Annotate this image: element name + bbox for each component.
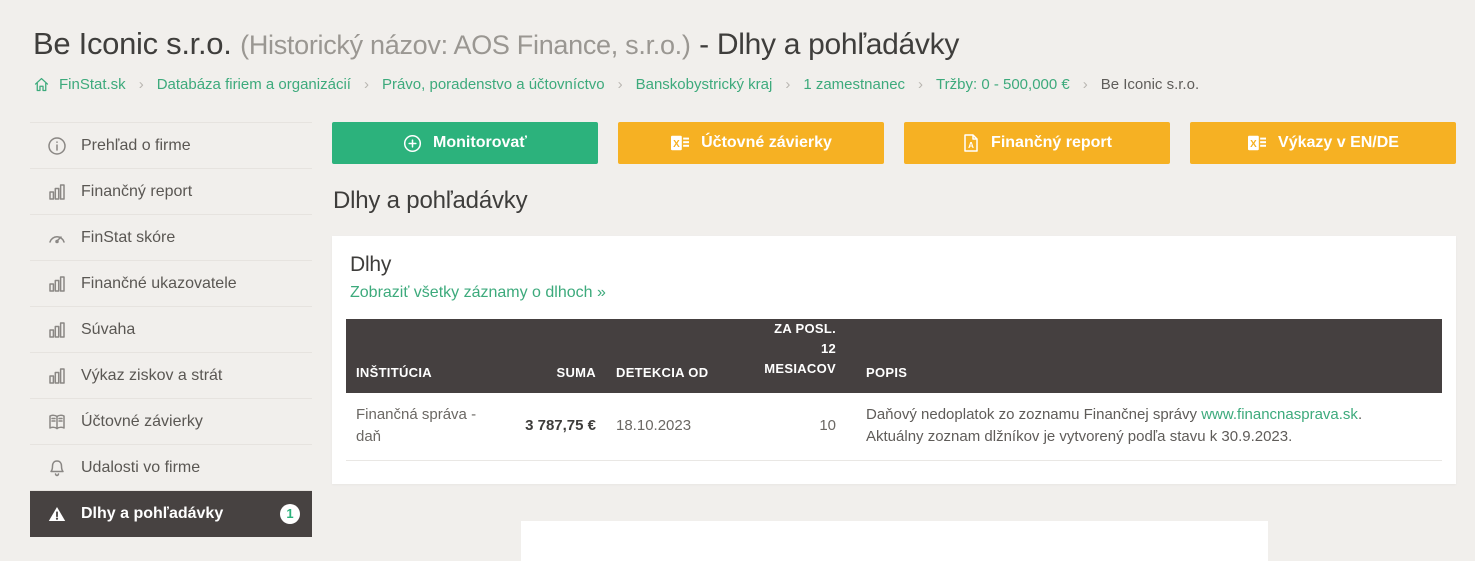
description-text: Daňový nedoplatok zo zoznamu Finančnej s… (866, 405, 1202, 423)
breadcrumb-link-region[interactable]: Banskobystrický kraj (635, 76, 773, 94)
show-all-debts-link[interactable]: Zobraziť všetky záznamy o dlhoch » (350, 284, 606, 302)
pdf-file-icon: A (962, 133, 980, 153)
monitor-button[interactable]: Monitorovať (332, 122, 598, 165)
plus-circle-icon (403, 134, 422, 153)
cell-description: Daňový nedoplatok zo zoznamu Finančnej s… (846, 392, 1442, 461)
financial-statements-button-label: Účtovné závierky (701, 134, 832, 152)
info-icon (45, 136, 69, 156)
sidebar-item-label: Výkaz ziskov a strát (81, 366, 223, 384)
sidebar-item-label: FinStat skóre (81, 228, 176, 246)
breadcrumb-separator: › (363, 76, 369, 94)
breadcrumb-separator: › (617, 76, 623, 94)
debt-count-badge: 1 (280, 503, 300, 524)
sidebar-item-financne-ukazovatele[interactable]: Finančné ukazovatele (30, 261, 312, 308)
col-header-detected-from: DETEKCIA OD (606, 319, 736, 393)
company-historical-name: (Historický názov: AOS Finance, s.r.o.) (240, 30, 691, 60)
breadcrumb-separator: › (918, 76, 924, 94)
breadcrumb-link-industry[interactable]: Právo, poradenstvo a účtovníctvo (381, 76, 605, 94)
sidebar: Prehľad o firme Finančný report FinStat … (30, 122, 312, 538)
sidebar-item-uctovne-zavierky[interactable]: Účtovné závierky (30, 399, 312, 446)
breadcrumb-separator: › (785, 76, 791, 94)
debts-table: INŠTITÚCIA SUMA DETEKCIA OD ZA POSL. 12 … (346, 319, 1442, 461)
page-title-suffix: - Dlhy a pohľadávky (699, 28, 960, 61)
excel-icon: X (670, 134, 690, 152)
col-header-institution: INŠTITÚCIA (346, 319, 496, 393)
breadcrumb: FinStat.sk › Databáza firiem a organizác… (33, 76, 1456, 93)
cell-last-12-months: 10 (736, 392, 846, 461)
breadcrumb-link-revenue[interactable]: Tržby: 0 - 500,000 € (936, 76, 1070, 94)
sidebar-item-label: Dlhy a pohľadávky (81, 504, 224, 522)
sidebar-item-vykaz-ziskov[interactable]: Výkaz ziskov a strát (30, 353, 312, 400)
financial-report-button-label: Finančný report (991, 134, 1112, 152)
bar-chart-icon (45, 366, 69, 386)
section-title: Dlhy a pohľadávky (333, 187, 528, 215)
description-period: . (1357, 405, 1363, 423)
svg-text:A: A (968, 141, 974, 150)
book-icon (45, 412, 69, 432)
financial-report-button[interactable]: A Finančný report (904, 122, 1170, 165)
reports-en-de-button-label: Výkazy v EN/DE (1278, 134, 1399, 152)
main-content: Monitorovať X Účtovné závierky A Finančn… (332, 122, 1456, 561)
home-icon (33, 76, 50, 93)
col-header-description: POPIS (846, 319, 1442, 393)
sidebar-item-financny-report[interactable]: Finančný report (30, 169, 312, 216)
breadcrumb-link-database[interactable]: Databáza firiem a organizácií (156, 76, 351, 94)
breadcrumb-current-company: Be Iconic s.r.o. (1100, 76, 1200, 94)
svg-text:X: X (673, 139, 680, 150)
sidebar-item-dlhy-a-pohladavky[interactable]: Dlhy a pohľadávky 1 (30, 491, 312, 538)
sidebar-item-label: Prehľad o firme (81, 136, 191, 154)
gauge-icon (45, 228, 69, 248)
bar-chart-icon (45, 182, 69, 202)
company-name: Be Iconic s.r.o. (33, 26, 232, 61)
cell-institution: Finančná správa - daň (346, 392, 496, 461)
reports-en-de-button[interactable]: X Výkazy v EN/DE (1190, 122, 1456, 165)
table-row: Finančná správa - daň 3 787,75 € 18.10.2… (346, 392, 1442, 461)
svg-text:X: X (1250, 139, 1257, 150)
col-header-last-12-months: ZA POSL. 12 MESIACOV (736, 319, 846, 393)
bell-icon (45, 458, 69, 478)
next-section-card-partial (520, 520, 1268, 561)
page-title: Be Iconic s.r.o. (Historický názov: AOS … (33, 26, 1456, 61)
sidebar-item-finstat-skore[interactable]: FinStat skóre (30, 215, 312, 262)
content-layout: Prehľad o firme Finančný report FinStat … (30, 122, 1456, 561)
breadcrumb-link-employees[interactable]: 1 zamestnanec (803, 76, 906, 94)
description-line2: Aktuálny zoznam dlžníkov je vytvorený po… (866, 428, 1293, 446)
sidebar-item-udalosti[interactable]: Udalosti vo firme (30, 445, 312, 492)
excel-icon: X (1247, 134, 1267, 152)
warning-icon (45, 504, 69, 524)
financna-sprava-link[interactable]: www.financnasprava.sk (1201, 405, 1358, 423)
sidebar-item-prehlad-o-firme[interactable]: Prehľad o firme (30, 123, 312, 170)
debts-table-header-row: INŠTITÚCIA SUMA DETEKCIA OD ZA POSL. 12 … (346, 319, 1442, 393)
breadcrumb-link-finstat[interactable]: FinStat.sk (59, 76, 126, 94)
sidebar-item-label: Finančný report (81, 182, 193, 200)
page-header: Be Iconic s.r.o. (Historický názov: AOS … (30, 0, 1456, 93)
bar-chart-icon (45, 320, 69, 340)
debts-card-title: Dlhy (350, 253, 392, 277)
sidebar-item-label: Účtovné závierky (81, 412, 203, 430)
sidebar-item-label: Súvaha (81, 320, 136, 338)
monitor-button-label: Monitorovať (433, 134, 527, 152)
breadcrumb-separator: › (1082, 76, 1088, 94)
breadcrumb-separator: › (138, 76, 144, 94)
sidebar-item-suvaha[interactable]: Súvaha (30, 307, 312, 354)
debts-card: Dlhy Zobraziť všetky záznamy o dlhoch » … (332, 236, 1456, 484)
col-header-amount: SUMA (496, 319, 606, 393)
sidebar-item-label: Udalosti vo firme (81, 458, 201, 476)
action-buttons: Monitorovať X Účtovné závierky A Finančn… (332, 122, 1456, 165)
financial-statements-button[interactable]: X Účtovné závierky (618, 122, 884, 165)
cell-detected-from: 18.10.2023 (606, 392, 736, 461)
sidebar-item-label: Finančné ukazovatele (81, 274, 237, 292)
cell-amount: 3 787,75 € (496, 392, 606, 461)
bar-chart-icon (45, 274, 69, 294)
